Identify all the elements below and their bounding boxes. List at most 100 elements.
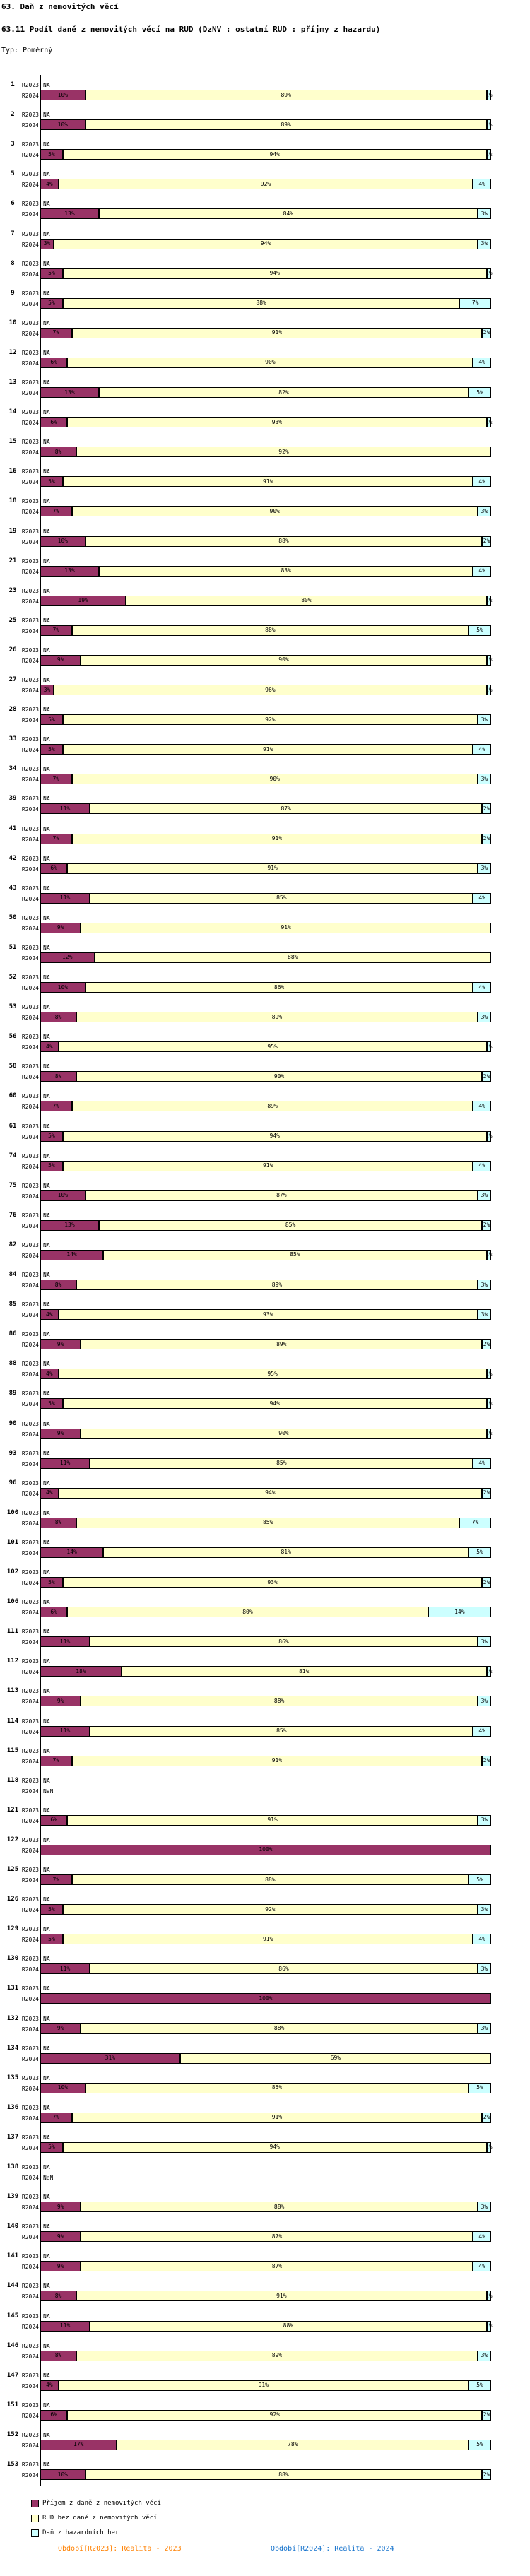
chart-group-12: 12 R2023 NA R2024 6% 90% 4%	[0, 348, 530, 370]
r2023-value: NA	[43, 171, 50, 178]
period-label-r2024: R2024	[21, 1698, 39, 1706]
period-label-r2023: R2023	[21, 528, 39, 535]
period-label-r2024: R2024	[21, 2442, 39, 2449]
chart-group-5: 5 R2023 NA R2024 4% 92% 4%	[0, 169, 530, 191]
legend-swatch-hazard	[31, 2529, 39, 2537]
segment-hazard: 1%	[485, 1398, 493, 1410]
chart-group-89: 89 R2023 NA R2024 5% 94% 1%	[0, 1388, 530, 1410]
segment-hazard: 3%	[477, 1309, 491, 1321]
chart-group-33: 33 R2023 NA R2024 5% 91% 4%	[0, 734, 530, 756]
segment-rud: 69%	[179, 2052, 491, 2064]
segment-value: 92%	[269, 2411, 280, 2418]
period-label-r2024: R2024	[21, 1342, 39, 1349]
segment-value: 4%	[478, 359, 486, 366]
segment-rud: 91%	[67, 863, 478, 874]
group-number: 7	[11, 230, 15, 237]
r2023-value: NA	[43, 677, 50, 683]
chart-group-6: 6 R2023 NA R2024 13% 84% 3%	[0, 199, 530, 220]
segment-value: 7%	[471, 1519, 479, 1526]
period-label-r2024: R2024	[21, 1758, 39, 1765]
segment-value: 3%	[481, 865, 488, 872]
period-label-r2024: R2024	[21, 211, 39, 218]
chart-group-42: 42 R2023 NA R2024 6% 91% 3%	[0, 853, 530, 875]
segment-dznv: 8%	[40, 1071, 77, 1082]
period-label-r2024: R2024	[21, 1104, 39, 1111]
period-label-r2024: R2024	[21, 1490, 39, 1497]
segment-hazard: 1%	[485, 2141, 493, 2153]
segment-value: 1%	[485, 656, 493, 663]
segment-dznv: 7%	[40, 1101, 72, 1112]
segment-hazard: 1%	[485, 417, 493, 428]
segment-hazard: 4%	[473, 1160, 491, 1171]
r2023-value: NA	[43, 736, 50, 743]
period-label-r2024: R2024	[21, 2115, 39, 2122]
segment-value: 1%	[485, 1667, 493, 1674]
segment-hazard: 1%	[485, 1249, 493, 1260]
segment-dznv: 13%	[40, 208, 99, 220]
r2023-value: NA	[43, 617, 50, 624]
segment-value: 9%	[57, 924, 64, 931]
period-label-r2024: R2024	[21, 1817, 39, 1824]
segment-value: 10%	[57, 983, 69, 991]
period-label-r2023: R2023	[21, 617, 39, 624]
segment-dznv: 5%	[40, 149, 63, 160]
segment-value: 91%	[262, 1935, 273, 1942]
group-number: 27	[8, 676, 17, 683]
r2023-value: NA	[43, 1450, 50, 1457]
period-label-r2023: R2023	[21, 2164, 39, 2170]
r2023-value: NA	[43, 528, 50, 535]
r2023-value: NA	[43, 2104, 50, 2111]
period-label-r2024: R2024	[21, 2085, 39, 2092]
group-number: 131	[6, 1985, 19, 1992]
segment-rud: 87%	[90, 803, 483, 815]
period-label-r2023: R2023	[21, 1896, 39, 1903]
segment-dznv: 3%	[40, 238, 54, 249]
segment-dznv: 7%	[40, 1755, 72, 1766]
segment-dznv: 10%	[40, 2469, 86, 2480]
period-label-r2023: R2023	[21, 1034, 39, 1041]
group-number: 100	[6, 1508, 19, 1516]
group-number: 147	[6, 2371, 19, 2379]
segment-hazard: 3%	[477, 2350, 491, 2361]
period-label-r2023: R2023	[21, 646, 39, 654]
segment-hazard: 7%	[459, 297, 491, 309]
segment-value: 4%	[478, 1460, 486, 1467]
segment-rud: 93%	[62, 1577, 483, 1588]
segment-value: 95%	[267, 1043, 278, 1050]
r2023-value: NA	[43, 468, 50, 475]
segment-value: 8%	[54, 1073, 62, 1080]
segment-value: 2%	[483, 1222, 490, 1229]
segment-value: 10%	[57, 2084, 69, 2091]
segment-value: 4%	[45, 1489, 53, 1496]
r2023-value: NA	[43, 1896, 50, 1903]
segment-value: 5%	[48, 478, 55, 485]
chart-group-102: 102 R2023 NA R2024 5% 93% 2%	[0, 1567, 530, 1589]
segment-rud: 91%	[58, 2380, 469, 2391]
segment-value: 1%	[485, 686, 493, 693]
period-label-r2024: R2024	[21, 925, 39, 932]
segment-value: 85%	[290, 1251, 300, 1258]
period-label-r2023: R2023	[21, 1420, 39, 1427]
period-label-r2023: R2023	[21, 2431, 39, 2438]
segment-dznv: 4%	[40, 179, 59, 190]
period-label-r2023: R2023	[21, 1718, 39, 1725]
segment-dznv: 5%	[40, 1904, 63, 1915]
r2023-value: NA	[43, 1777, 50, 1784]
segment-value: 4%	[45, 2382, 53, 2389]
segment-dznv: 13%	[40, 565, 99, 577]
group-number: 84	[8, 1271, 17, 1278]
segment-hazard: 2%	[482, 327, 491, 338]
segment-value: 85%	[276, 894, 287, 902]
period-label-r2023: R2023	[21, 1747, 39, 1754]
segment-value: 87%	[276, 1192, 287, 1199]
r2023-value: NA	[43, 1747, 50, 1754]
r2023-value: NA	[43, 2194, 50, 2201]
chart-group-18: 18 R2023 NA R2024 7% 90% 3%	[0, 496, 530, 518]
group-number: 52	[8, 974, 17, 981]
segment-value: 14%	[66, 1251, 77, 1258]
segment-value: 2%	[483, 2471, 490, 2478]
segment-rud: 89%	[85, 90, 487, 100]
period-label-r2024: R2024	[21, 2055, 39, 2062]
segment-value: 9%	[57, 1430, 64, 1436]
r2023-value: NA	[43, 141, 50, 148]
